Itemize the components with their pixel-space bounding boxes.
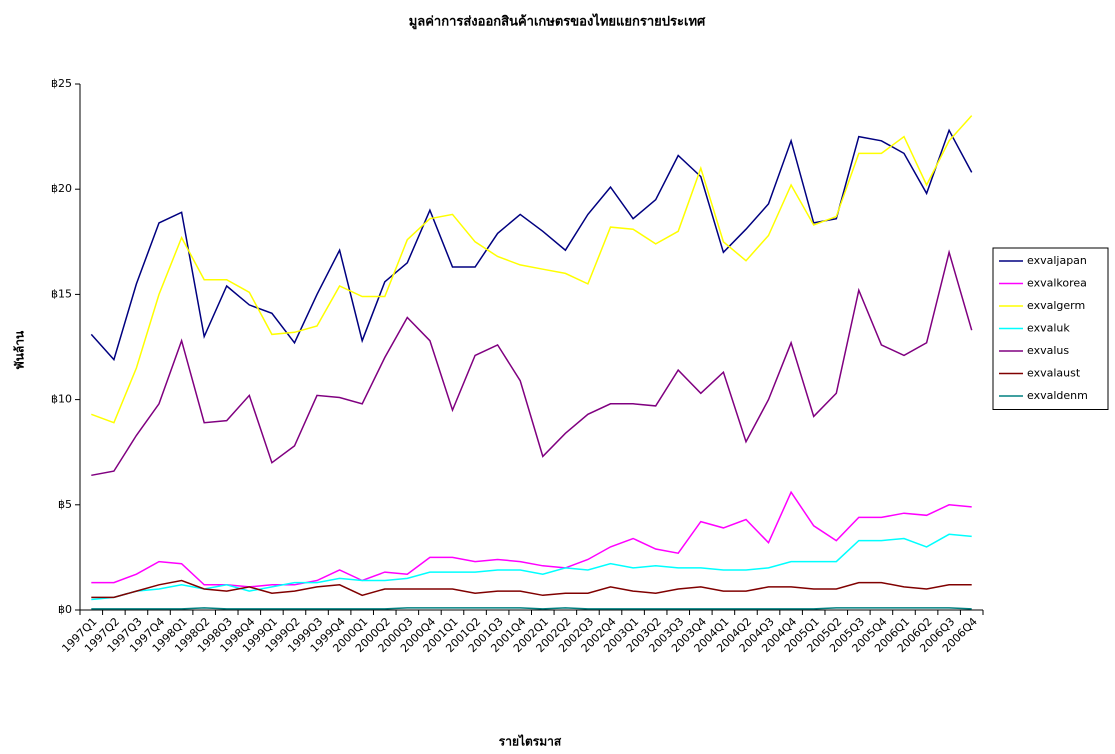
legend-label: exvalkorea	[1027, 277, 1087, 290]
series-line	[91, 579, 972, 599]
y-tick-label: ฿0	[58, 603, 72, 616]
legend-label: exvaluk	[1027, 322, 1070, 335]
chart-title: มูลค่าการส่งออกสินค้าเกษตรของไทยแยกรายปร…	[409, 13, 706, 30]
legend-label: exvaljapan	[1027, 254, 1087, 267]
series-line	[91, 490, 972, 588]
y-tick-label: ฿10	[51, 393, 72, 406]
legend-label: exvalgerm	[1027, 299, 1085, 312]
y-tick-label: ฿15	[51, 287, 72, 300]
y-tick-label: ฿20	[51, 182, 72, 195]
y-tick-label: ฿5	[58, 498, 72, 511]
series-line	[91, 115, 973, 424]
series-line	[91, 249, 973, 477]
y-axis-label: พันล้าน	[13, 330, 27, 369]
y-tick-label: ฿25	[51, 77, 72, 90]
x-axis-label: รายไตรมาส	[499, 734, 562, 749]
series-line	[90, 128, 973, 362]
series-line	[91, 533, 972, 601]
legend-label: exvalus	[1027, 344, 1069, 357]
legend-label: exvalaust	[1027, 367, 1081, 380]
legend-label: exvaldenm	[1027, 389, 1088, 402]
series-line	[91, 607, 972, 610]
